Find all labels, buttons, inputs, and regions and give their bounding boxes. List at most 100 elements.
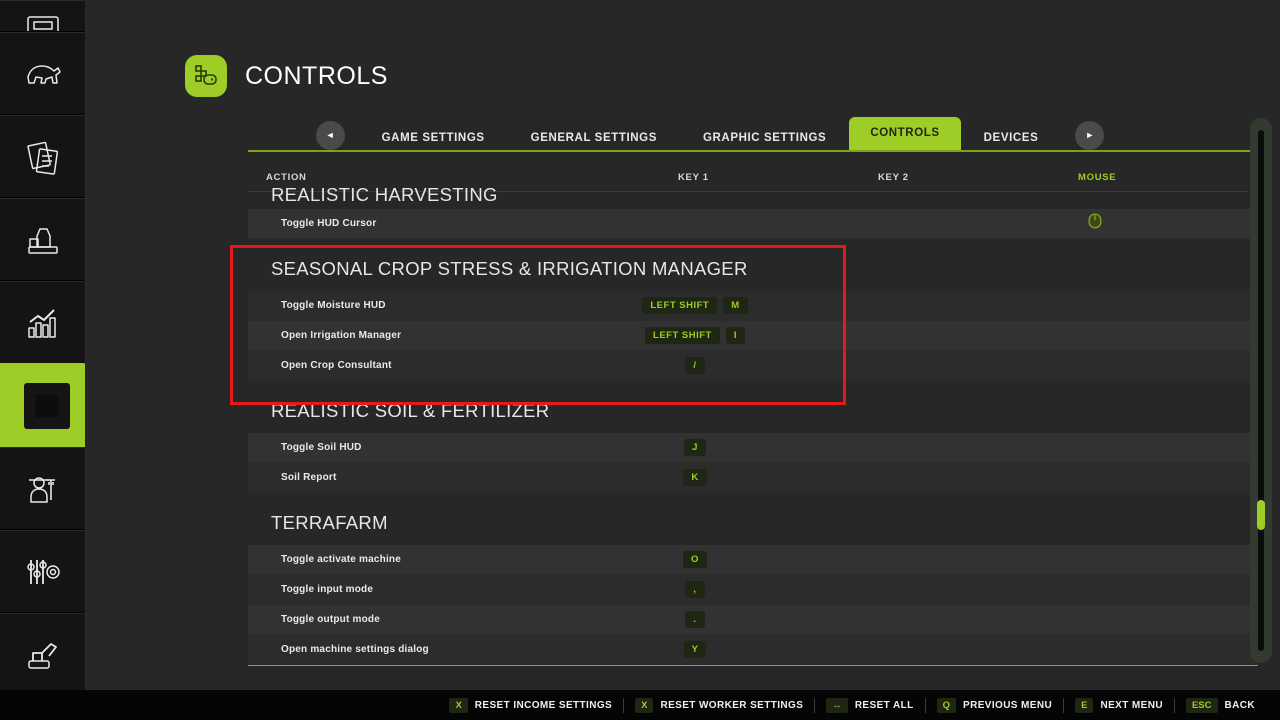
sidebar-item-construction[interactable] bbox=[0, 613, 85, 696]
key-chip[interactable]: LEFT SHIFT bbox=[645, 327, 720, 344]
content-bottom-divider bbox=[248, 665, 1258, 666]
tab-next-button[interactable]: ► bbox=[1075, 121, 1105, 150]
divider bbox=[924, 697, 926, 713]
table-row[interactable]: Open Crop Consultant / bbox=[248, 351, 1258, 381]
row-action-label: Toggle activate machine bbox=[281, 554, 402, 565]
table-row[interactable]: Toggle activate machine O bbox=[248, 545, 1258, 575]
help-key-badge: X bbox=[449, 697, 468, 713]
row-key1-cell[interactable]: / bbox=[595, 357, 795, 374]
table-row[interactable]: Soil Report K bbox=[248, 463, 1258, 493]
table-row[interactable]: Toggle output mode. bbox=[248, 605, 1258, 635]
row-key1-cell[interactable]: Y bbox=[595, 641, 795, 658]
tabbar: ◄ GAME SETTINGS GENERAL SETTINGS GRAPHIC SE… bbox=[160, 117, 1260, 150]
column-header-key1: KEY 1 bbox=[678, 172, 709, 183]
group-rows: Toggle Moisture HUD LEFT SHIFT M Open Irrig… bbox=[248, 291, 1258, 381]
sidebar-item-animals[interactable] bbox=[0, 32, 85, 115]
help-label: PREVIOUS MENU bbox=[963, 699, 1053, 711]
statistics-icon bbox=[20, 300, 66, 346]
group-rows: Toggle Soil HUD J Soil Report K bbox=[248, 433, 1258, 493]
tab-devices[interactable]: DEVICES bbox=[983, 132, 1039, 144]
divider bbox=[623, 697, 625, 713]
sidebar-item-mod-settings[interactable] bbox=[0, 530, 85, 613]
help-key-badge: X bbox=[635, 697, 654, 713]
key-chip[interactable]: J bbox=[684, 439, 706, 456]
row-action-label: Toggle Soil HUD bbox=[281, 442, 362, 453]
scrollbar-track[interactable] bbox=[1258, 130, 1264, 651]
group-title: SEASONAL CROP STRESS & IRRIGATION MANAGE… bbox=[271, 258, 748, 279]
sidebar-item-production[interactable] bbox=[0, 198, 85, 281]
help-label: RESET INCOME SETTINGS bbox=[474, 699, 613, 711]
row-mouse-cell[interactable] bbox=[995, 213, 1195, 234]
table-row[interactable]: Toggle HUD Cursor bbox=[248, 209, 1258, 239]
vertical-scrollbar[interactable] bbox=[1250, 118, 1272, 663]
row-key1-cell[interactable]: . bbox=[595, 611, 795, 628]
row-key1-cell[interactable]: LEFT SHIFT M bbox=[595, 297, 795, 314]
sidebar-item-vehicle[interactable] bbox=[0, 0, 85, 32]
help-key-badge: Q bbox=[936, 697, 956, 713]
table-row[interactable]: Toggle Moisture HUD LEFT SHIFT M bbox=[248, 291, 1258, 321]
tab-controls[interactable]: CONTROLS bbox=[849, 117, 961, 150]
divider bbox=[1173, 697, 1175, 713]
help-key-badge: E bbox=[1075, 697, 1094, 713]
table-row[interactable]: Open Irrigation Manager LEFT SHIFT I bbox=[248, 321, 1258, 351]
mouse-icon[interactable] bbox=[1088, 213, 1102, 234]
key-chip[interactable]: K bbox=[683, 469, 707, 486]
group-rows: Toggle HUD Cursor bbox=[248, 209, 1258, 239]
row-key1-cell[interactable]: , bbox=[595, 581, 795, 598]
divider bbox=[1063, 697, 1065, 713]
farmer-icon bbox=[20, 466, 66, 512]
help-key-badge: ESC bbox=[1185, 697, 1218, 713]
table-row[interactable]: Open machine settings dialog Y bbox=[248, 635, 1258, 665]
row-key1-cell[interactable]: K bbox=[595, 469, 795, 486]
key-chip[interactable]: , bbox=[685, 581, 705, 598]
row-action-label: Toggle Moisture HUD bbox=[281, 300, 386, 311]
sidebar-item-farmer[interactable] bbox=[0, 447, 85, 530]
key-chip[interactable]: M bbox=[723, 297, 748, 314]
construction-icon bbox=[20, 632, 66, 678]
tab-underline bbox=[248, 150, 1270, 152]
chevron-left-icon: ◄ bbox=[325, 130, 335, 140]
column-header-key2: KEY 2 bbox=[878, 172, 909, 183]
row-key1-cell[interactable]: O bbox=[595, 551, 795, 568]
help-action-back[interactable]: ESC BACK bbox=[1175, 697, 1266, 713]
group-title: TERRAFARM bbox=[271, 512, 388, 533]
row-action-label: Toggle HUD Cursor bbox=[281, 218, 377, 229]
key-chip[interactable]: / bbox=[685, 357, 705, 374]
table-row[interactable]: Toggle Soil HUD J bbox=[248, 433, 1258, 463]
scrollbar-thumb[interactable] bbox=[1257, 500, 1265, 530]
help-action-previous-menu[interactable]: Q PREVIOUS MENU bbox=[926, 697, 1064, 713]
main-panel: CONTROLS ◄ GAME SETTINGS GENERAL SETTINGS G… bbox=[85, 0, 1280, 690]
column-header-action: ACTION bbox=[266, 172, 307, 183]
tab-graphic-settings[interactable]: GRAPHIC SETTINGS bbox=[702, 132, 827, 144]
row-action-label: Open Irrigation Manager bbox=[281, 330, 402, 341]
header-divider bbox=[248, 191, 1248, 192]
table-row[interactable]: Toggle input mode, bbox=[248, 575, 1258, 605]
controls-scroll-area[interactable]: REALISTIC HARVESTING Toggle HUD Cursor SEA… bbox=[248, 183, 1258, 665]
tab-game-settings[interactable]: GAME SETTINGS bbox=[381, 132, 485, 144]
help-action-reset-income-settings[interactable]: X RESET INCOME SETTINGS bbox=[438, 697, 623, 713]
row-action-label: Open Crop Consultant bbox=[281, 360, 392, 371]
production-icon bbox=[20, 217, 66, 263]
sidebar-item-statistics[interactable] bbox=[0, 281, 85, 364]
chevron-right-icon: ► bbox=[1085, 130, 1095, 140]
key-chip[interactable]: I bbox=[725, 327, 745, 344]
key-chip[interactable]: O bbox=[683, 551, 707, 568]
key-chip[interactable]: Y bbox=[683, 641, 707, 658]
row-action-label: Toggle output mode bbox=[281, 614, 380, 625]
row-action-label: Toggle input mode bbox=[281, 584, 374, 595]
key-chip[interactable]: LEFT SHIFT bbox=[642, 297, 718, 314]
row-key1-cell[interactable]: LEFT SHIFT I bbox=[595, 327, 795, 344]
help-action-reset-worker-settings[interactable]: X RESET WORKER SETTINGS bbox=[624, 697, 814, 713]
tab-general-settings[interactable]: GENERAL SETTINGS bbox=[530, 132, 657, 144]
help-action-next-menu[interactable]: E NEXT MENU bbox=[1064, 697, 1174, 713]
help-label: RESET ALL bbox=[854, 699, 914, 711]
row-key1-cell[interactable]: J bbox=[595, 439, 795, 456]
group-title: REALISTIC SOIL & FERTILIZER bbox=[271, 400, 550, 421]
sidebar-item-settings[interactable] bbox=[0, 364, 93, 447]
tab-prev-button[interactable]: ◄ bbox=[315, 121, 345, 150]
divider bbox=[814, 697, 816, 713]
sidebar-item-contracts[interactable] bbox=[0, 115, 85, 198]
help-action-reset-all[interactable]: ↔ RESET ALL bbox=[815, 697, 924, 713]
key-chip[interactable]: . bbox=[685, 611, 705, 628]
help-label: NEXT MENU bbox=[1100, 699, 1163, 711]
